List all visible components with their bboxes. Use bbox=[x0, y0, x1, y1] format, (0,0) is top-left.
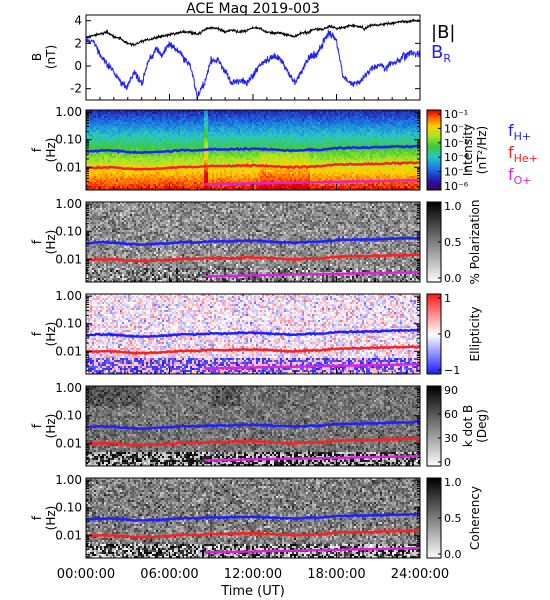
b-panel-ytick-label: 0 bbox=[74, 59, 82, 73]
ellipticity-colorbar-tick-label: 1 bbox=[444, 292, 451, 305]
coherency-ylabel: f bbox=[30, 515, 44, 520]
intensity-spectrogram bbox=[86, 110, 420, 190]
polarization-colorbar-tick-label: 1.0 bbox=[444, 200, 462, 213]
ellipticity-colorbar bbox=[427, 294, 441, 374]
gyrofrequency-legend-oplus: fO+ bbox=[508, 165, 532, 187]
coherency-ytick-label: 1.00 bbox=[55, 473, 82, 487]
polarization-heplus-gyrofrequency-line bbox=[86, 252, 420, 264]
intensity-colorbar-tick-label: 10⁻³ bbox=[444, 137, 468, 150]
ellipticity-colorbar-tick-label: 0 bbox=[444, 328, 451, 341]
intensity-colorbar-tick-label: 10⁻⁶ bbox=[444, 180, 469, 193]
xtick-label: 06:00:00 bbox=[140, 567, 198, 582]
ellipticity-colorbar-tick-label: −1 bbox=[444, 364, 460, 377]
coherency-ytick-label: 0.10 bbox=[55, 501, 82, 515]
gyrofrequency-legend-hplus: fH+ bbox=[508, 121, 531, 143]
intensity-ytick-label: 1.00 bbox=[55, 105, 82, 119]
intensity-heplus-gyrofrequency-line bbox=[86, 161, 420, 171]
coherency-oplus-gyrofrequency-line bbox=[204, 547, 420, 554]
kdotb-colorbar-frame bbox=[426, 385, 442, 467]
chart-title: ACE Mag 2019-003 bbox=[186, 1, 320, 17]
b-panel-ylabel: B bbox=[30, 53, 44, 61]
polarization-colorbar-tick-label: 0.5 bbox=[444, 236, 462, 249]
kdotb-ylabel: f bbox=[30, 423, 44, 428]
coherency-colorbar-tick-label: 0.0 bbox=[444, 548, 462, 561]
ellipticity-ytick-label: 0.10 bbox=[55, 317, 82, 331]
intensity-ylabel: f bbox=[30, 147, 44, 152]
polarization-ytick-label: 0.01 bbox=[55, 252, 82, 266]
legend-br: BR bbox=[431, 42, 451, 65]
polarization-colorbar bbox=[427, 202, 441, 282]
legend-babs: |B| bbox=[431, 22, 455, 43]
intensity-ytick-label: 0.01 bbox=[55, 160, 82, 174]
kdotb-colorbar-tick-label: 30 bbox=[444, 432, 458, 445]
kdotb-ytick-label: 1.00 bbox=[55, 381, 82, 395]
polarization-ytick-label: 1.00 bbox=[55, 197, 82, 211]
coherency-colorbar-tick-label: 1.0 bbox=[444, 476, 462, 489]
b-panel-ylabel-units: (nT) bbox=[44, 45, 58, 69]
kdotb-colorbar-tick-label: 0 bbox=[444, 456, 451, 469]
b-panel-ytick-label: 4 bbox=[74, 14, 82, 28]
coherency-colorbar-label: Coherency bbox=[468, 486, 482, 550]
ellipticity-oplus-gyrofrequency-line bbox=[204, 363, 420, 370]
coherency-ylabel-units: (Hz) bbox=[44, 506, 58, 531]
xtick-label: 24:00:00 bbox=[391, 567, 449, 582]
polarization-colorbar-tick-label: 0.0 bbox=[444, 272, 462, 285]
intensity-ytick-label: 0.10 bbox=[55, 133, 82, 147]
coherency-heplus-gyrofrequency-line bbox=[86, 528, 420, 540]
kdotb-heplus-gyrofrequency-line bbox=[86, 437, 420, 447]
ellipticity-ytick-label: 0.01 bbox=[55, 344, 82, 358]
kdotb-oplus-gyrofrequency-line bbox=[204, 455, 420, 462]
kdotb-colorbar-label: k dot B bbox=[461, 405, 475, 447]
kdotb-colorbar bbox=[427, 386, 441, 466]
polarization-colorbar-label: % Polarization bbox=[468, 200, 482, 285]
xtick-label: 18:00:00 bbox=[307, 567, 365, 582]
coherency-ytick-label: 0.01 bbox=[55, 528, 82, 542]
intensity-ylabel-units: (Hz) bbox=[44, 138, 58, 163]
ellipticity-ytick-label: 1.00 bbox=[55, 289, 82, 303]
kdotb-colorbar-label-units: (Deg) bbox=[475, 409, 489, 443]
polarization-ytick-label: 0.10 bbox=[55, 225, 82, 239]
intensity-hplus-gyrofrequency-line bbox=[86, 144, 420, 155]
series-babs-line bbox=[86, 18, 420, 47]
ellipticity-ylabel: f bbox=[30, 331, 44, 336]
intensity-colorbar-frame bbox=[426, 109, 442, 191]
kdotb-spectrogram bbox=[86, 386, 420, 466]
coherency-colorbar-tick-label: 0.5 bbox=[444, 512, 462, 525]
kdotb-ytick-label: 0.01 bbox=[55, 436, 82, 450]
intensity-colorbar-label: Intensity bbox=[461, 124, 475, 176]
kdotb-ytick-label: 0.10 bbox=[55, 409, 82, 423]
b-panel-ytick-label: -2 bbox=[70, 82, 82, 96]
polarization-ylabel-units: (Hz) bbox=[44, 230, 58, 255]
intensity-colorbar-tick-label: 10⁻⁵ bbox=[444, 166, 468, 179]
x-axis-label: Time (UT) bbox=[220, 584, 285, 599]
polarization-hplus-gyrofrequency-line bbox=[86, 236, 420, 247]
coherency-colorbar bbox=[427, 478, 441, 558]
ellipticity-ylabel-units: (Hz) bbox=[44, 322, 58, 347]
coherency-hplus-gyrofrequency-line bbox=[86, 512, 420, 523]
gyrofrequency-legend-heplus: fHe+ bbox=[508, 143, 538, 165]
kdotb-colorbar-tick-label: 90 bbox=[444, 384, 458, 397]
intensity-oplus-gyrofrequency-line bbox=[204, 179, 420, 186]
xtick-label: 12:00:00 bbox=[224, 567, 282, 582]
intensity-colorbar bbox=[427, 110, 441, 190]
intensity-colorbar-label-units: (nT²/Hz) bbox=[475, 126, 489, 174]
b-panel-ytick-label: 2 bbox=[74, 36, 82, 50]
xtick-label: 00:00:00 bbox=[57, 567, 115, 582]
polarization-spectrogram bbox=[86, 202, 420, 282]
intensity-colorbar-tick-label: 10⁻² bbox=[444, 122, 468, 135]
ellipticity-colorbar-label: Ellipticity bbox=[468, 307, 482, 362]
intensity-colorbar-tick-label: 10⁻⁴ bbox=[444, 151, 469, 164]
intensity-colorbar-tick-label: 10⁻¹ bbox=[444, 108, 468, 121]
ellipticity-heplus-gyrofrequency-line bbox=[86, 344, 420, 356]
polarization-oplus-gyrofrequency-line bbox=[204, 271, 420, 278]
kdotb-colorbar-tick-label: 60 bbox=[444, 408, 458, 421]
series-br-line bbox=[86, 30, 420, 100]
kdotb-ylabel-units: (Hz) bbox=[44, 414, 58, 439]
kdotb-hplus-gyrofrequency-line bbox=[86, 420, 420, 431]
ellipticity-hplus-gyrofrequency-line bbox=[86, 328, 420, 339]
polarization-ylabel: f bbox=[30, 239, 44, 244]
